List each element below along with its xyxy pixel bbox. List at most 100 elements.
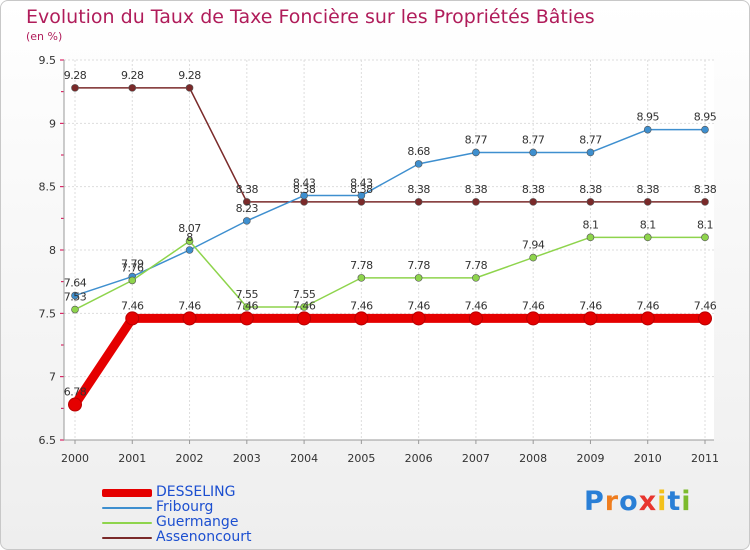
y-tick-label: 8	[49, 244, 56, 257]
x-tick-label: 2004	[290, 452, 318, 465]
data-point-assenoncourt	[529, 198, 537, 206]
data-label-guermange: 7.78	[407, 259, 430, 272]
data-label-assenoncourt: 8.38	[407, 183, 430, 196]
data-point-desseling	[354, 311, 369, 326]
data-label-guermange: 7.55	[293, 288, 316, 301]
data-point-fribourg	[357, 191, 366, 200]
data-label-guermange: 8.07	[178, 222, 201, 235]
data-point-desseling	[526, 311, 541, 326]
proxiti-logo: Proxiti	[584, 486, 692, 517]
y-tick-label: 9	[49, 117, 56, 130]
data-label-assenoncourt: 8.38	[236, 183, 259, 196]
x-tick-label: 2009	[576, 452, 604, 465]
data-point-assenoncourt	[128, 84, 137, 92]
series-line-fribourg	[74, 128, 706, 297]
data-label-guermange: 7.78	[350, 259, 373, 272]
data-point-assenoncourt	[701, 198, 709, 206]
data-point-desseling	[297, 311, 312, 326]
data-point-assenoncourt	[243, 198, 251, 206]
data-point-guermange	[414, 274, 423, 282]
data-point-guermange	[243, 303, 251, 311]
series-line-desseling	[70, 313, 710, 410]
data-point-fribourg	[529, 148, 537, 157]
data-label-fribourg: 8.43	[350, 177, 373, 190]
data-point-guermange	[357, 274, 366, 282]
data-label-guermange: 7.76	[121, 261, 144, 274]
data-point-assenoncourt	[643, 198, 652, 206]
data-point-guermange	[586, 233, 595, 242]
data-point-guermange	[701, 233, 709, 242]
data-label-desseling: 7.46	[636, 299, 659, 312]
data-label-fribourg: 8.95	[694, 111, 717, 124]
data-label-guermange: 8.1	[640, 218, 656, 231]
data-point-desseling	[125, 311, 140, 326]
x-tick-label: 2003	[233, 452, 261, 465]
x-tick-label: 2000	[61, 452, 89, 465]
logo-letter: i	[681, 486, 692, 517]
x-tick-label: 2008	[519, 452, 547, 465]
x-tick-label: 2007	[462, 452, 490, 465]
data-label-guermange: 8.1	[697, 218, 713, 231]
data-label-desseling: 6.78	[64, 386, 87, 399]
data-point-assenoncourt	[586, 198, 595, 206]
data-point-desseling	[698, 311, 712, 326]
data-label-assenoncourt: 8.38	[350, 183, 373, 196]
x-tick-label: 2005	[347, 452, 375, 465]
data-point-guermange	[128, 276, 137, 285]
data-point-fribourg	[414, 160, 423, 168]
data-point-fribourg	[643, 125, 652, 134]
data-point-guermange	[71, 305, 79, 314]
x-tick-label: 2010	[634, 452, 662, 465]
series-line-assenoncourt	[74, 87, 706, 203]
data-label-fribourg: 8	[186, 231, 193, 244]
data-label-fribourg: 8.68	[407, 145, 430, 158]
logo-letter: P	[584, 486, 605, 517]
data-point-guermange	[643, 233, 652, 242]
series-line-guermange	[74, 236, 706, 311]
data-label-fribourg: 8.23	[236, 202, 259, 215]
logo-letter: r	[604, 486, 620, 517]
logo-letter: t	[667, 486, 682, 517]
legend-swatch-fribourg	[102, 507, 152, 509]
data-point-fribourg	[243, 217, 251, 225]
data-label-assenoncourt: 8.38	[522, 183, 545, 196]
data-point-assenoncourt	[185, 84, 194, 92]
legend-label-guermange: Guermange	[156, 514, 239, 530]
data-label-desseling: 7.46	[293, 299, 316, 312]
data-point-fribourg	[472, 148, 480, 157]
data-label-guermange: 8.1	[582, 218, 598, 231]
data-point-desseling	[68, 397, 82, 412]
data-point-fribourg	[185, 246, 194, 254]
logo-letter: o	[619, 486, 639, 517]
data-point-desseling	[640, 311, 655, 326]
data-label-assenoncourt: 8.38	[694, 183, 717, 196]
data-label-guermange: 7.78	[465, 259, 488, 272]
data-label-assenoncourt: 9.28	[178, 69, 201, 82]
y-tick-label: 7.5	[39, 307, 57, 320]
data-label-fribourg: 8.95	[636, 111, 659, 124]
x-tick-label: 2006	[405, 452, 433, 465]
legend-swatch-assenoncourt	[102, 537, 152, 539]
data-point-fribourg	[300, 191, 308, 200]
data-point-guermange	[300, 303, 308, 311]
data-label-desseling: 7.46	[694, 299, 717, 312]
data-point-assenoncourt	[357, 198, 366, 206]
data-point-assenoncourt	[414, 198, 423, 206]
data-point-desseling	[468, 311, 483, 326]
y-tick-label: 6.5	[39, 434, 57, 447]
data-label-fribourg: 7.79	[121, 258, 144, 271]
legend-swatch-guermange	[102, 522, 152, 524]
logo-letter: i	[657, 486, 668, 517]
data-label-desseling: 7.46	[522, 299, 545, 312]
data-label-assenoncourt: 8.38	[636, 183, 659, 196]
data-label-guermange: 7.94	[522, 239, 545, 252]
data-point-desseling	[182, 311, 197, 326]
data-label-assenoncourt: 8.38	[293, 183, 316, 196]
data-point-assenoncourt	[71, 84, 79, 92]
data-label-desseling: 7.46	[350, 299, 373, 312]
data-label-desseling: 7.46	[579, 299, 602, 312]
data-point-guermange	[472, 274, 480, 282]
data-label-fribourg: 7.64	[64, 277, 87, 290]
data-label-desseling: 7.46	[407, 299, 430, 312]
data-point-fribourg	[701, 125, 709, 134]
